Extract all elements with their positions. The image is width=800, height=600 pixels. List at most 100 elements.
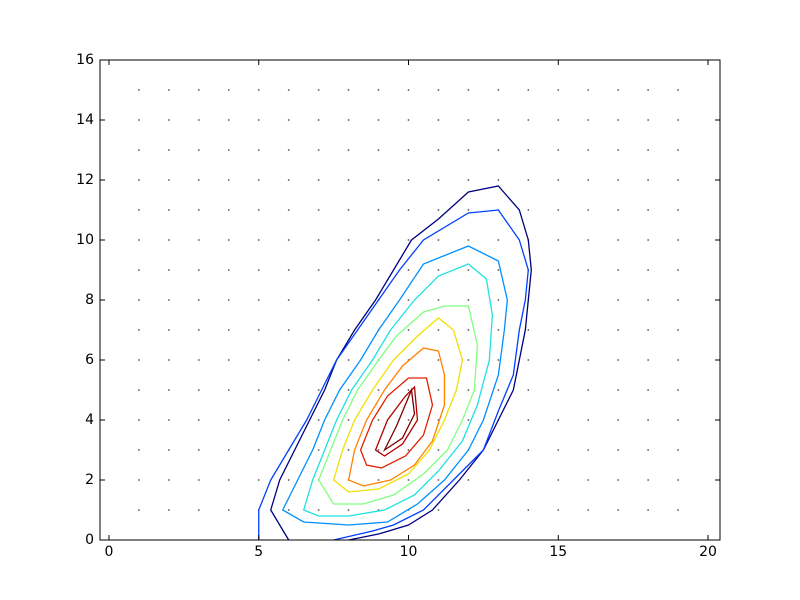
grid-dot	[138, 119, 140, 121]
y-tick-label: 10	[76, 232, 94, 248]
grid-dot	[377, 419, 380, 421]
grid-dot	[587, 89, 590, 91]
grid-dot	[437, 509, 440, 511]
grid-dot	[407, 389, 410, 391]
y-tick-label: 2	[85, 472, 94, 488]
grid-dot	[527, 509, 530, 511]
grid-dot	[197, 149, 200, 151]
grid-dot	[167, 389, 170, 391]
grid-dot	[407, 299, 410, 301]
grid-dot	[347, 209, 350, 211]
grid-dot	[257, 179, 260, 181]
grid-dot	[527, 359, 530, 361]
grid-dot	[317, 119, 320, 121]
grid-dot	[347, 419, 350, 421]
grid-dot	[227, 179, 230, 181]
grid-dot	[347, 149, 350, 151]
grid-dot	[287, 389, 290, 391]
grid-dot	[317, 269, 320, 271]
grid-dot	[617, 509, 620, 511]
contour-line	[270, 185, 532, 541]
grid-dot	[167, 119, 170, 121]
grid-dot	[617, 479, 620, 481]
grid-dot	[227, 89, 230, 91]
grid-dot	[497, 479, 500, 481]
grid-dot	[227, 149, 230, 151]
grid-dot	[407, 119, 410, 121]
grid-dot	[197, 209, 200, 211]
grid-dot	[197, 269, 200, 271]
grid-dot	[527, 419, 530, 421]
grid-dot	[317, 359, 320, 361]
grid-dot	[617, 359, 620, 361]
grid-dot	[497, 329, 500, 331]
grid-dot	[437, 389, 440, 391]
grid-dot	[257, 119, 260, 121]
grid-dot	[647, 119, 650, 121]
grid-dot	[437, 479, 440, 481]
grid-dot	[467, 509, 470, 511]
grid-dot	[527, 329, 530, 331]
x-tick-label: 10	[400, 544, 418, 560]
grid-dot	[138, 359, 140, 361]
grid-dot	[347, 509, 350, 511]
grid-dot	[557, 89, 560, 91]
grid-dot	[167, 239, 170, 241]
x-tick-label: 20	[699, 544, 717, 560]
grid-dot	[467, 209, 470, 211]
grid-dot	[227, 389, 230, 391]
grid-dot	[167, 269, 170, 271]
grid-dot	[677, 209, 679, 211]
grid-dot	[138, 239, 140, 241]
grid-dot	[257, 329, 260, 331]
grid-dot	[197, 239, 200, 241]
grid-dot	[227, 449, 230, 451]
grid-dot	[497, 179, 500, 181]
grid-dot	[227, 239, 230, 241]
grid-dot	[138, 509, 140, 511]
y-tick-label: 8	[85, 292, 94, 308]
grid-dot	[557, 509, 560, 511]
grid-dot	[317, 419, 320, 421]
grid-dot	[647, 479, 650, 481]
grid-dot	[197, 89, 200, 91]
grid-dot	[647, 269, 650, 271]
grid-dot	[257, 89, 260, 91]
grid-dot	[617, 449, 620, 451]
grid-dot	[647, 329, 650, 331]
grid-dot	[197, 479, 200, 481]
grid-dot	[437, 269, 440, 271]
grid-dot	[467, 359, 470, 361]
grid-dot	[138, 179, 140, 181]
grid-dot	[497, 359, 500, 361]
grid-dot	[677, 419, 679, 421]
grid-dot	[587, 179, 590, 181]
grid-dot	[557, 299, 560, 301]
grid-dot	[138, 299, 140, 301]
grid-dot	[617, 299, 620, 301]
grid-dot	[677, 479, 679, 481]
grid-dot	[527, 119, 530, 121]
grid-dot	[227, 479, 230, 481]
grid-dot	[467, 389, 470, 391]
grid-dot	[347, 89, 350, 91]
grid-dot	[437, 359, 440, 361]
grid-dot	[197, 359, 200, 361]
grid-dot	[467, 479, 470, 481]
grid-dot	[167, 509, 170, 511]
grid-dot	[257, 479, 260, 481]
grid-dot	[677, 449, 679, 451]
grid-dot	[497, 89, 500, 91]
grid-dot	[257, 299, 260, 301]
grid-dot	[197, 509, 200, 511]
grid-dot	[167, 479, 170, 481]
grid-dot	[287, 209, 290, 211]
grid-dot	[317, 449, 320, 451]
grid-dot	[497, 299, 500, 301]
y-tick-label: 16	[76, 52, 94, 68]
y-tick-label: 6	[85, 352, 94, 368]
x-tick-label: 5	[254, 544, 263, 560]
grid-dot	[587, 119, 590, 121]
grid-dot	[317, 329, 320, 331]
grid-dot	[467, 419, 470, 421]
